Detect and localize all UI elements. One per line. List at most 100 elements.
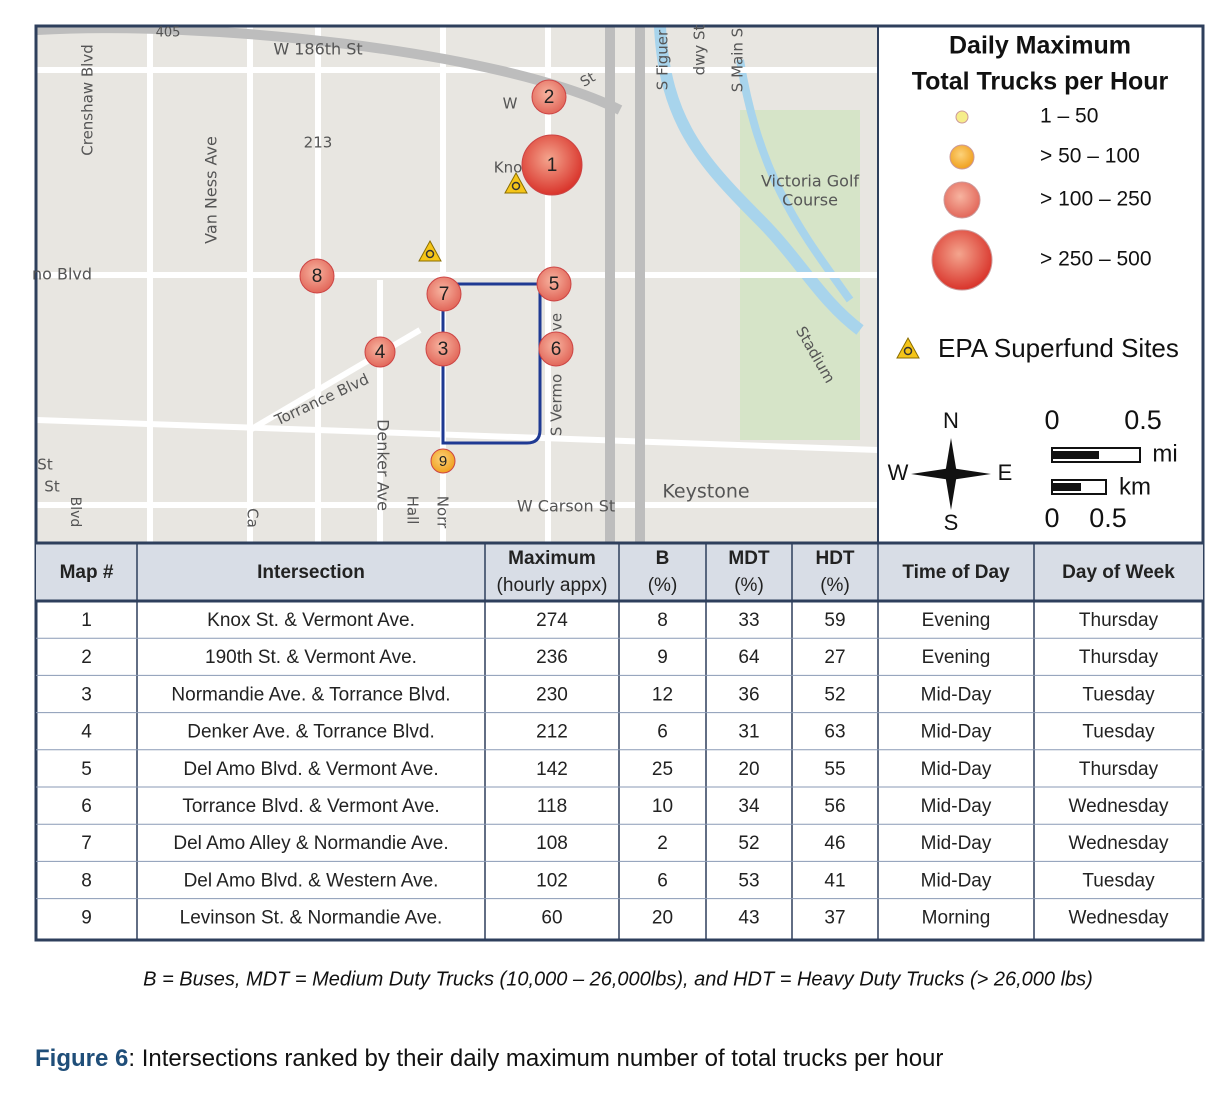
table-cell: 25 xyxy=(652,759,673,780)
table-header: MDT xyxy=(728,548,770,569)
table-cell: Normandie Ave. & Torrance Blvd. xyxy=(171,684,450,705)
table-cell: 7 xyxy=(81,833,92,854)
caption-text: : Intersections ranked by their daily ma… xyxy=(128,1045,943,1072)
table-cell: 33 xyxy=(738,610,759,631)
table-cell: 2 xyxy=(81,647,92,668)
site-marker xyxy=(430,448,456,474)
site-number: 2 xyxy=(544,87,555,108)
table-cell: 3 xyxy=(81,684,92,705)
street-label: W Carson St xyxy=(517,497,615,516)
street-label: ve xyxy=(548,313,566,331)
table-cell: 63 xyxy=(824,722,845,743)
table-cell: 9 xyxy=(657,647,668,668)
table-cell: 190th St. & Vermont Ave. xyxy=(205,647,417,668)
table-cell: Evening xyxy=(922,610,991,631)
legend-symbol xyxy=(943,181,981,219)
table-cell: 53 xyxy=(738,870,759,891)
table-cell: Del Amo Alley & Normandie Ave. xyxy=(173,833,448,854)
scale-label: 0 xyxy=(1044,405,1059,435)
table-cell: Mid-Day xyxy=(921,870,992,891)
street-label: Ca xyxy=(244,508,262,528)
table-header: (%) xyxy=(648,575,678,596)
street-label: W xyxy=(503,95,518,113)
table-cell: 274 xyxy=(536,610,568,631)
table-cell: 4 xyxy=(81,722,92,743)
compass-label: E xyxy=(998,460,1013,485)
table-cell: Levinson St. & Normandie Ave. xyxy=(180,908,443,929)
street-label: Course xyxy=(782,191,838,210)
caption-label: Figure 6 xyxy=(35,1045,128,1072)
table-cell: Tuesday xyxy=(1082,870,1155,891)
site-number: 8 xyxy=(312,266,323,287)
site-marker xyxy=(531,79,567,115)
table-header: (%) xyxy=(820,575,850,596)
compass-label: W xyxy=(888,460,909,485)
street-label: S Figuer xyxy=(654,29,672,90)
table-cell: Torrance Blvd. & Vermont Ave. xyxy=(182,796,439,817)
street-label: Keystone xyxy=(662,481,749,503)
site-marker xyxy=(425,331,461,367)
table-cell: 142 xyxy=(536,759,568,780)
site-marker xyxy=(538,331,574,367)
scale-label: 0.5 xyxy=(1124,405,1162,435)
legend-title: Daily Maximum xyxy=(949,32,1131,60)
site-marker xyxy=(426,276,462,312)
table-header: Intersection xyxy=(257,562,365,583)
street-label: St xyxy=(44,478,60,496)
legend-label: 1 – 50 xyxy=(1040,105,1098,128)
table-cell: 102 xyxy=(536,870,568,891)
table-cell: Del Amo Blvd. & Vermont Ave. xyxy=(183,759,438,780)
table-cell: 118 xyxy=(537,796,567,817)
table-cell: 46 xyxy=(824,833,845,854)
table-cell: 2 xyxy=(657,833,668,854)
scale-label: km xyxy=(1119,473,1151,500)
street-label: Denker Ave xyxy=(374,419,393,511)
table-cell: 56 xyxy=(824,796,845,817)
table-cell: Denker Ave. & Torrance Blvd. xyxy=(187,722,434,743)
legend-label: > 50 – 100 xyxy=(1040,145,1140,168)
table-cell: 108 xyxy=(536,833,568,854)
street-label: Norr xyxy=(434,496,452,529)
table-cell: 52 xyxy=(738,833,759,854)
street-label: 405 xyxy=(156,26,181,41)
table-cell: 6 xyxy=(657,722,668,743)
compass-label: N xyxy=(943,408,959,433)
table-cell: 34 xyxy=(738,796,760,817)
legend-title: Total Trucks per Hour xyxy=(912,68,1169,96)
table-cell: Mid-Day xyxy=(921,796,992,817)
table-cell: 8 xyxy=(81,870,92,891)
table-header: B xyxy=(656,548,670,569)
site-number: 1 xyxy=(547,155,558,176)
table-cell: Knox St. & Vermont Ave. xyxy=(207,610,415,631)
compass-label: S xyxy=(944,510,959,535)
table-header: Map # xyxy=(60,562,114,583)
street-label: Victoria Golf xyxy=(761,172,859,191)
legend-symbol xyxy=(931,229,993,291)
table-cell: Tuesday xyxy=(1082,722,1155,743)
table-cell: Mid-Day xyxy=(921,722,992,743)
table-cell: 31 xyxy=(738,722,759,743)
table-cell: 230 xyxy=(536,684,568,705)
scale-bar xyxy=(1051,447,1141,495)
table-cell: 41 xyxy=(824,870,845,891)
site-marker xyxy=(364,336,396,368)
table-cell: 36 xyxy=(738,684,759,705)
table-header: (hourly appx) xyxy=(497,575,608,596)
site-number: 4 xyxy=(375,342,386,363)
site-number: 9 xyxy=(439,453,447,470)
table-cell: 59 xyxy=(824,610,845,631)
table-header: HDT xyxy=(815,548,854,569)
table-cell: 64 xyxy=(738,647,760,668)
table-cell: 52 xyxy=(824,684,845,705)
table-cell: Tuesday xyxy=(1082,684,1155,705)
table-cell: 60 xyxy=(541,908,562,929)
table-header: Maximum xyxy=(508,548,596,569)
site-number: 6 xyxy=(551,339,562,360)
street-label: S Main S xyxy=(729,28,747,92)
scale-label: 0 xyxy=(1044,503,1059,533)
street-label: St xyxy=(37,456,53,474)
table-cell: Wednesday xyxy=(1069,796,1169,817)
site-marker xyxy=(521,134,583,196)
table-cell: Wednesday xyxy=(1069,833,1169,854)
